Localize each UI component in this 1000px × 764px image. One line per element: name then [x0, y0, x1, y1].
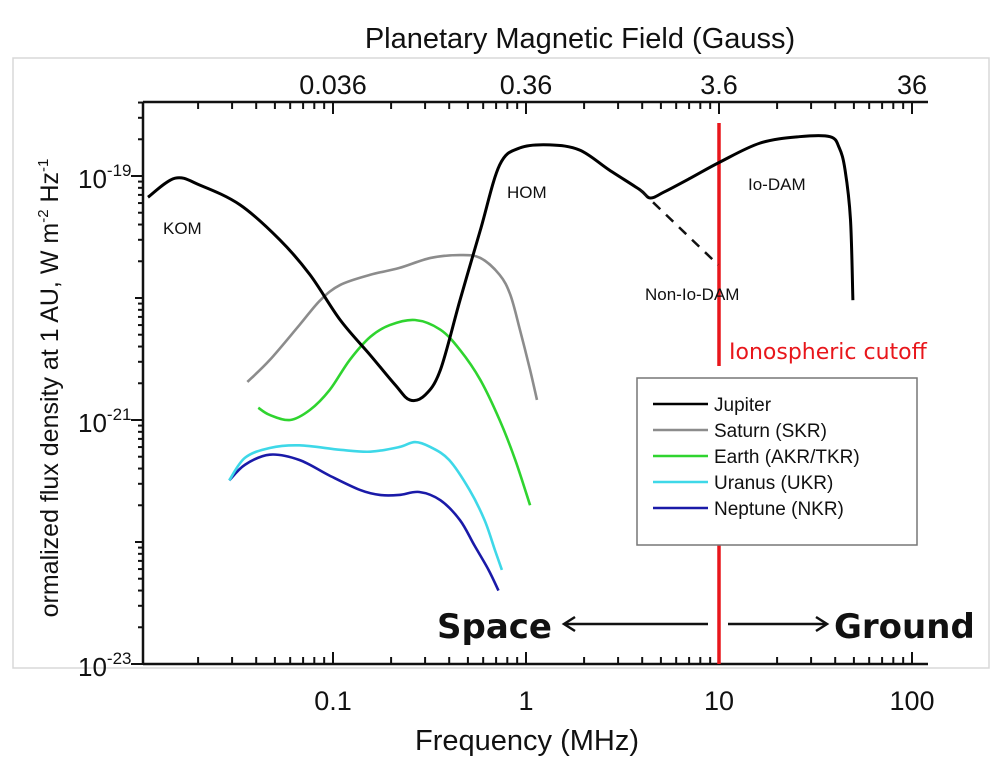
y-tick-label: 10-23: [78, 649, 132, 682]
top-tick-label: 3.6: [700, 70, 738, 100]
annotation-io-dam: Io-DAM: [748, 175, 806, 194]
top-tick-label: 36: [897, 70, 927, 100]
series-line-neptune: [228, 453, 500, 592]
legend-label: Jupiter: [714, 395, 772, 416]
x-axis-title: Frequency (MHz): [415, 725, 639, 757]
cutoff-label: Ionospheric cutoff: [729, 340, 928, 365]
legend-label: Earth (AKR/TKR): [714, 447, 860, 468]
legend-box: [636, 377, 918, 546]
x-tick-label: 1: [518, 686, 533, 716]
top-tick-label: 0.036: [299, 70, 367, 100]
top-axis-title: Planetary Magnetic Field (Gauss): [365, 23, 795, 55]
series-line-saturn: [246, 253, 539, 401]
ground-arrow: [728, 615, 830, 633]
x-tick-label: 0.1: [314, 686, 352, 716]
y-tick-label: 10-21: [78, 405, 132, 438]
legend-label: Neptune (NKR): [714, 499, 844, 520]
annotation-hom: HOM: [507, 183, 547, 202]
annotation-kom: KOM: [163, 219, 202, 238]
series-line-earth: [257, 318, 532, 506]
axes: 0.1 1 10 100 0.036 0.36 3.6 36 10-19 10-21 10-23: [78, 70, 935, 716]
y-axis-title: ormalized flux density at 1 AU, W m-2 Hz…: [35, 159, 64, 618]
legend-label: Uranus (UKR): [714, 473, 833, 494]
annotation-non-io-dam: Non-Io-DAM: [645, 285, 739, 304]
space-arrow: [561, 615, 708, 633]
series-layer: [147, 123, 855, 664]
outer-frame: [12, 57, 990, 669]
y-tick-label: 10-19: [78, 161, 132, 194]
top-tick-label: 0.36: [500, 70, 553, 100]
ground-label: Ground: [834, 607, 975, 647]
legend: Jupiter Saturn (SKR) Earth (AKR/TKR) Uranus…: [636, 377, 918, 546]
non-io-dam-dashed-line: [639, 188, 720, 266]
series-line-uranus: [228, 440, 504, 571]
x-tick-label: 100: [889, 686, 934, 716]
x-tick-label: 10: [704, 686, 734, 716]
space-label: Space: [437, 607, 552, 647]
legend-label: Saturn (SKR): [714, 421, 827, 442]
series-line-jupiter: [147, 134, 855, 403]
